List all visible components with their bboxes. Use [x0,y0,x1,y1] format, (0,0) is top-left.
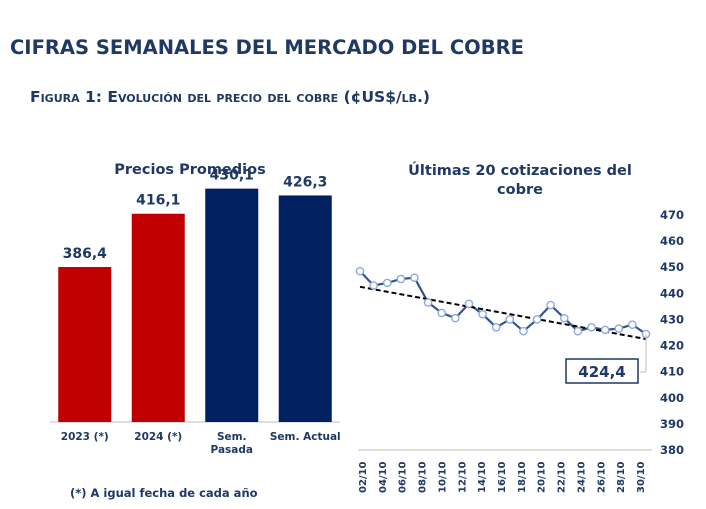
y-tick-label: 390 [660,417,684,431]
x-tick-label: 28/10 [616,461,627,493]
x-tick-label: 20/10 [537,461,548,493]
x-tick-label: 08/10 [418,461,429,493]
data-point [478,309,487,319]
bar [278,195,332,422]
bar-value-label: 416,1 [136,193,180,209]
data-point [559,313,569,323]
data-point [410,273,419,282]
y-tick-label: 420 [660,339,684,353]
y-tick-label: 460 [660,234,684,248]
data-point [396,274,406,284]
x-tick-label: 16/10 [497,461,508,493]
x-tick-label: 12/10 [457,461,468,493]
y-tick-label: 400 [660,391,684,405]
x-tick-label: 30/10 [636,461,647,493]
data-point [600,325,610,335]
x-tick-label: 2023 (*) [61,431,109,443]
x-tick-label: Sem. Actual [270,431,341,443]
figure-title: Figura 1: Evolución del precio del cobre… [30,88,431,106]
trend-line [359,285,647,341]
x-tick-label: 26/10 [596,461,607,493]
y-tick-label: 440 [660,286,684,300]
y-tick-label: 430 [660,312,684,326]
data-point [587,322,596,332]
data-point [573,326,583,336]
bar-chart-title: Precios Promedios [114,162,266,178]
footnote: (*) A igual fecha de cada año [70,486,258,500]
x-tick-label: Pasada [211,444,253,456]
data-point [546,300,555,310]
y-tick-label: 380 [660,443,684,457]
data-point [451,313,460,323]
x-tick-label: 06/10 [398,461,409,493]
data-point [491,322,501,332]
x-tick-label: 24/10 [576,461,587,493]
data-point [355,266,365,276]
bar-value-label: 430,1 [210,168,254,184]
bar [58,267,112,422]
data-point [369,281,378,290]
x-tick-label: 10/10 [437,461,448,493]
x-tick-label: 04/10 [378,461,389,493]
data-point [382,278,392,288]
page-title: CIFRAS SEMANALES DEL MERCADO DEL COBRE [10,36,524,59]
data-point [614,324,624,333]
data-point [628,320,637,329]
data-point [464,299,474,309]
y-tick-label: 450 [660,260,684,274]
data-point [423,298,433,307]
bar-value-label: 386,4 [63,246,108,262]
x-tick-label: Sem. [217,431,247,443]
bar [205,188,259,422]
x-tick-label: 18/10 [517,461,528,493]
x-tick-label: 22/10 [557,461,568,493]
y-tick-label: 470 [660,208,684,222]
price-series-line [359,270,647,335]
data-point [519,326,528,336]
latest-value-label: 424,4 [578,363,625,381]
data-point [437,308,447,318]
line-chart-title: Últimas 20 cotizaciones del cobre [408,163,632,198]
x-tick-label: 2024 (*) [134,431,182,443]
x-tick-label: 14/10 [477,461,488,493]
bar [131,213,185,422]
latest-value-box [565,358,639,384]
x-tick-label: 02/10 [358,461,369,493]
y-tick-label: 410 [660,365,684,379]
data-point [532,315,542,324]
bar-value-label: 426,3 [283,174,327,190]
data-point [505,315,515,324]
